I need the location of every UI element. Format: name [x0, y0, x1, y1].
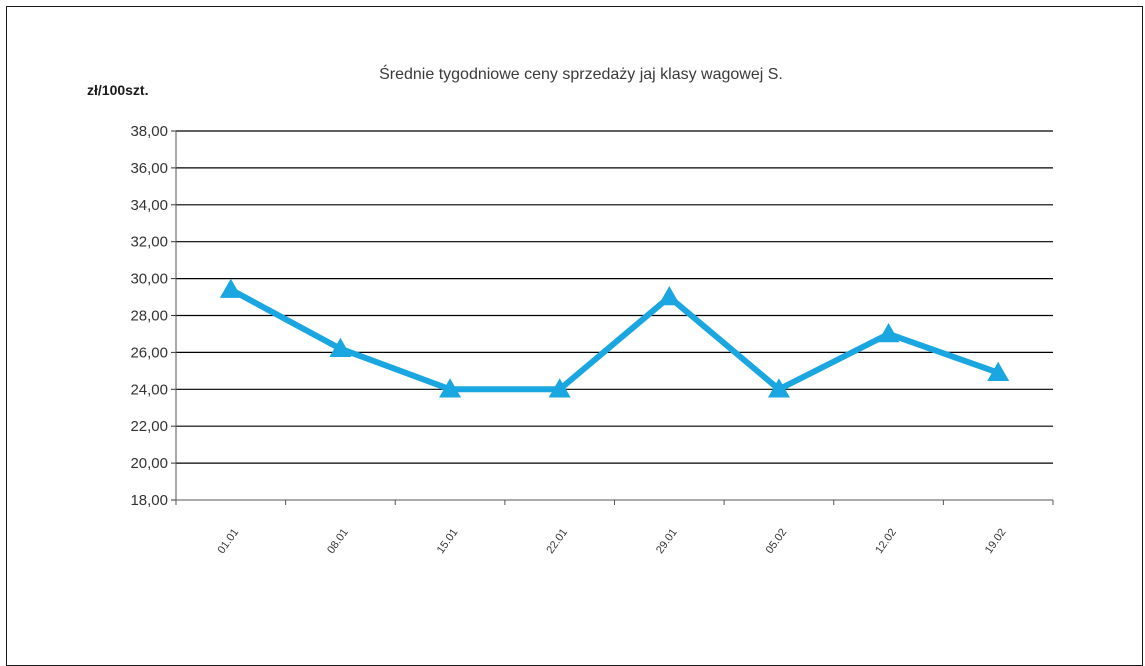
x-tick-label: 15.01: [435, 527, 461, 556]
chart: Średnie tygodniowe ceny sprzedaży jaj kl…: [87, 64, 1054, 556]
y-tick-label: 34,00: [130, 197, 168, 214]
data-point-marker: [987, 361, 1010, 381]
x-tick-labels: 01.01 08.01 15.01 22.01 29.01 05.02 12.02 19.02: [216, 527, 1009, 556]
y-tick-label: 28,00: [130, 308, 168, 325]
x-tick-label: 22.01: [544, 527, 570, 556]
y-tick-label: 32,00: [130, 234, 168, 251]
x-tick-label: 19.02: [983, 527, 1009, 556]
data-point-marker: [877, 322, 900, 343]
x-tick-label: 29.01: [654, 527, 680, 556]
axes: [171, 130, 1054, 505]
y-tick-label: 20,00: [130, 455, 168, 472]
data-point-marker: [439, 378, 462, 398]
y-tick-label: 18,00: [130, 492, 168, 509]
y-tick-label: 36,00: [130, 160, 168, 177]
x-tick-label: 12.02: [873, 527, 899, 556]
gridlines: [176, 130, 1053, 464]
x-tick-label: 05.02: [764, 527, 790, 556]
chart-title: Średnie tygodniowe ceny sprzedaży jaj kl…: [379, 64, 783, 83]
chart-frame: [6, 6, 1143, 666]
y-tick-labels: 18,00 20,00 22,00 24,00 26,00 28,00 30,00 32,00…: [130, 123, 168, 509]
y-tick-label: 26,00: [130, 344, 168, 361]
y-tick-label: 24,00: [130, 381, 168, 398]
data-point-marker: [767, 378, 790, 398]
x-tick-label: 01.01: [216, 527, 242, 556]
data-point-marker: [548, 378, 571, 398]
series-line: [229, 287, 1000, 393]
y-axis-unit: zł/100szt.: [87, 82, 148, 98]
series-layer: [219, 278, 1010, 398]
y-tick-label: 38,00: [130, 123, 168, 140]
data-point-marker: [658, 286, 681, 306]
y-tick-label: 22,00: [130, 418, 168, 435]
y-tick-label: 30,00: [130, 271, 168, 288]
data-point-marker: [219, 278, 242, 298]
x-tick-label: 08.01: [325, 527, 351, 556]
data-point-marker: [329, 337, 352, 357]
